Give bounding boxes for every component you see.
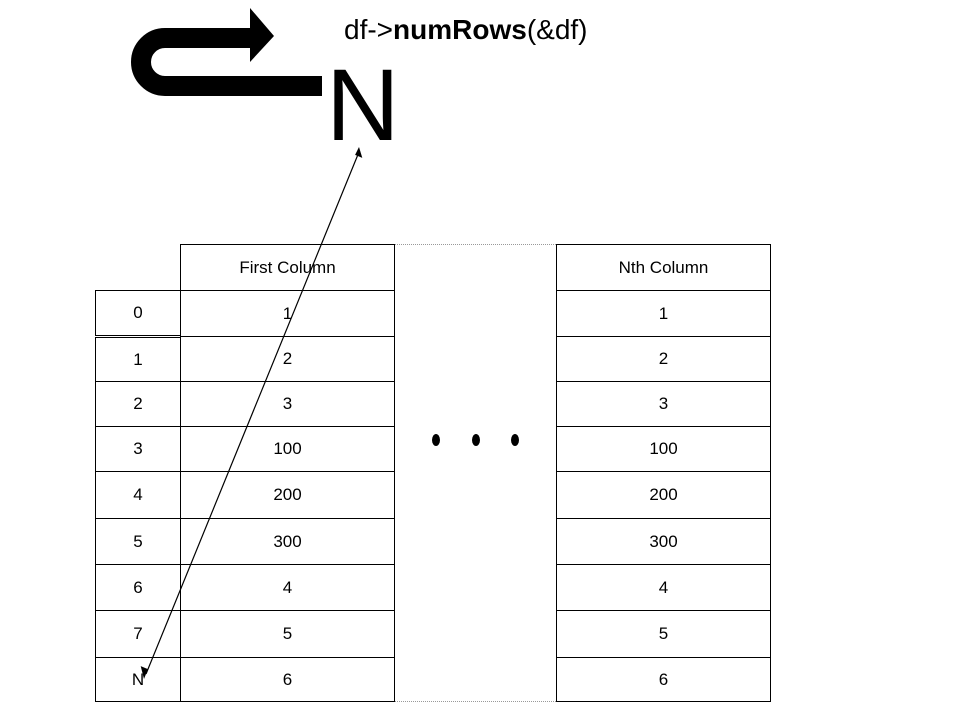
- first-column-cell: 4: [180, 564, 395, 611]
- nth-column-cell: 3: [556, 381, 771, 427]
- first-column-cell: 100: [180, 426, 395, 472]
- nth-column-cell: 300: [556, 518, 771, 565]
- title-method-name: numRows: [393, 14, 527, 45]
- first-column-header: First Column: [180, 244, 395, 291]
- method-call-title: df->numRows(&df): [344, 12, 588, 48]
- first-column-cell: 5: [180, 610, 395, 658]
- index-cell-n: N: [95, 657, 181, 702]
- first-column-cell: 2: [180, 336, 395, 382]
- nth-column-cell: 6: [556, 657, 771, 702]
- ellipsis-dot-2: [472, 434, 480, 446]
- row-count-result-label: N: [326, 48, 400, 162]
- ellipsis-dot-1: [432, 434, 440, 446]
- columns-gap: [394, 244, 556, 702]
- index-cell-6: 6: [95, 564, 181, 611]
- first-column-cell: 6: [180, 657, 395, 702]
- nth-column-cell: 1: [556, 290, 771, 337]
- index-cell-5: 5: [95, 518, 181, 565]
- ellipsis-dot-3: [511, 434, 519, 446]
- index-cell-1: 1: [95, 337, 181, 382]
- nth-column-cell: 2: [556, 336, 771, 382]
- title-prefix: df->: [344, 14, 394, 45]
- index-cell-0: 0: [95, 290, 181, 336]
- title-suffix: (&df): [526, 14, 588, 45]
- nth-column-header: Nth Column: [556, 244, 771, 291]
- nth-column-cell: 4: [556, 564, 771, 611]
